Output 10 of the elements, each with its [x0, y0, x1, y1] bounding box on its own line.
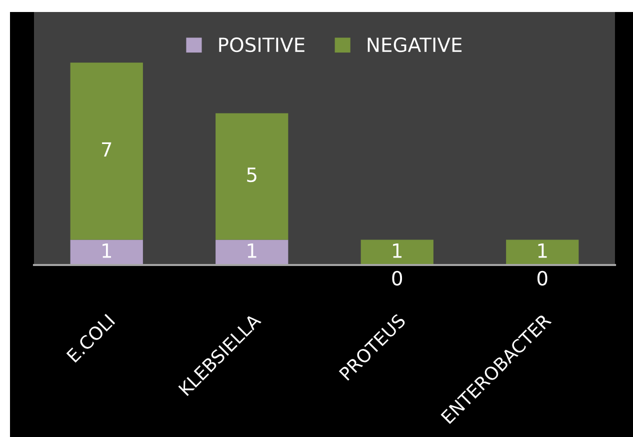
data-label: 0 [537, 270, 548, 286]
data-label: 1 [248, 244, 256, 258]
data-label: 7 [102, 142, 112, 157]
data-label: 1 [393, 244, 402, 258]
data-label: 1 [538, 244, 547, 258]
data-label: 1 [102, 244, 112, 258]
data-label: 0 [392, 270, 402, 286]
legend-label: NEGATIVE [368, 37, 462, 52]
legend-label: POSITIVE [219, 37, 304, 52]
data-label: 5 [247, 168, 256, 182]
